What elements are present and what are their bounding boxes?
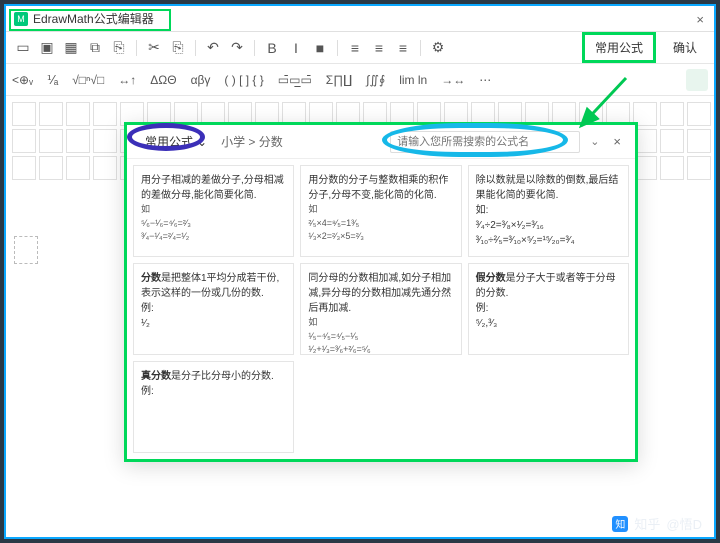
close-icon[interactable]: × [696, 12, 704, 27]
toolbar-btn-9[interactable]: B [261, 37, 283, 59]
symbol-group-2[interactable]: √□ⁿ√□ [72, 73, 104, 87]
template-cell[interactable] [12, 129, 36, 153]
toolbar-btn-14[interactable]: ≡ [392, 37, 414, 59]
symbol-group-11[interactable]: →↔ [441, 73, 465, 87]
formula-card-3[interactable]: 分数是把整体1平均分成若干份,表示这样的一份或几份的数.例: ¹⁄₂ [133, 263, 294, 355]
formula-card-1[interactable]: 用分数的分子与整数相乘的积作分子,分母不变,能化简的化简.如 ²⁄₅×4=⁸⁄₅… [300, 165, 461, 257]
toolbar-btn-13[interactable]: ≡ [368, 37, 390, 59]
template-cell[interactable] [39, 156, 63, 180]
template-cell[interactable] [66, 129, 90, 153]
search-input[interactable] [390, 131, 580, 153]
title-bar: M EdrawMath公式编辑器 × [6, 6, 714, 32]
formula-card-5[interactable]: 假分数是分子大于或者等于分母的分数.例: ⁵⁄₂,³⁄₃ [468, 263, 629, 355]
category-dropdown[interactable]: 常用公式 ⌄ [137, 130, 215, 153]
template-cell[interactable] [12, 156, 36, 180]
watermark-brand: 知乎 [634, 514, 660, 533]
app-logo-icon: M [14, 12, 28, 26]
symbol-group-7[interactable]: ▭̄▭̲▭̄ [278, 73, 312, 87]
symbol-group-10[interactable]: lim ln [399, 73, 427, 87]
symbol-group-4[interactable]: ΔΩΘ [150, 73, 176, 87]
template-cell[interactable] [687, 102, 711, 126]
popup-header: 常用公式 ⌄ 小学 > 分数 ⌄ × [127, 125, 635, 159]
search-area: ⌄ × [390, 131, 625, 153]
template-cell[interactable] [66, 156, 90, 180]
template-cell[interactable] [39, 129, 63, 153]
toolbar-btn-4[interactable]: ⎘ [108, 37, 130, 59]
symbol-group-9[interactable]: ∫∬∮ [366, 73, 385, 87]
template-cell[interactable] [93, 129, 117, 153]
watermark: 知 知乎 @悟D [612, 514, 702, 533]
template-cell[interactable] [66, 102, 90, 126]
toolbar-btn-15[interactable]: ⚙ [427, 37, 449, 59]
template-cell[interactable] [93, 156, 117, 180]
toolbar-btn-6[interactable]: ⎘ [167, 37, 189, 59]
toolbar-btn-5[interactable]: ✂ [143, 37, 165, 59]
template-cell[interactable] [687, 156, 711, 180]
main-toolbar: ▭▣▦⧉⎘✂⎘↶↷BI■≡≡≡⚙ 常用公式 确认 [6, 32, 714, 64]
formula-card-grid: 用分子相减的差做分子,分母相减的差做分母,能化简要化简.如 ⁵⁄₆−¹⁄₆=⁴⁄… [133, 165, 629, 453]
toolbar-btn-10[interactable]: I [285, 37, 307, 59]
zhihu-logo-icon: 知 [612, 516, 628, 532]
toolbar-btn-1[interactable]: ▣ [36, 37, 58, 59]
template-cell[interactable] [687, 129, 711, 153]
formula-popup: 常用公式 ⌄ 小学 > 分数 ⌄ × 用分子相减的差做分子,分母相减的差做分母,… [124, 122, 638, 462]
formula-card-4[interactable]: 同分母的分数相加减,如分子相加减,异分母的分数相加减先通分然后再加减.如 ¹⁄₅… [300, 263, 461, 355]
popup-body: 用分子相减的差做分子,分母相减的差做分母,能化简要化简.如 ⁵⁄₆−¹⁄₆=⁴⁄… [127, 159, 635, 459]
symbol-group-8[interactable]: Σ∏∐ [326, 73, 352, 87]
symbol-group-12[interactable]: ⋯ [479, 73, 491, 87]
symbol-group-5[interactable]: αβγ [191, 73, 211, 87]
expand-panel-icon[interactable] [686, 69, 708, 91]
dropdown-label: 常用公式 [145, 133, 193, 150]
toolbar-btn-8[interactable]: ↷ [226, 37, 248, 59]
formula-card-2[interactable]: 除以数就是以除数的倒数,最后结果能化简的要化简.如: ³⁄₄÷2=³⁄₈×¹⁄₂… [468, 165, 629, 257]
toolbar-btn-3[interactable]: ⧉ [84, 37, 106, 59]
symbol-group-6[interactable]: ( ) [ ] { } [224, 73, 263, 87]
breadcrumb: 小学 > 分数 [221, 133, 283, 150]
watermark-user: @悟D [666, 514, 702, 533]
popup-close-icon[interactable]: × [609, 134, 625, 149]
symbol-group-0[interactable]: <⊕ᵥ [12, 73, 33, 87]
chevron-down-icon: ⌄ [197, 135, 207, 149]
template-cell[interactable] [12, 102, 36, 126]
template-cell[interactable] [660, 129, 684, 153]
toolbar-btn-2[interactable]: ▦ [60, 37, 82, 59]
template-cell[interactable] [39, 102, 63, 126]
symbol-group-3[interactable]: ↔↑ [118, 73, 136, 87]
common-formula-button[interactable]: 常用公式 [582, 32, 656, 63]
symbol-toolbar: <⊕ᵥ ⅟ₐ √□ⁿ√□ ↔↑ ΔΩΘ αβγ ( ) [ ] { } ▭̄▭̲▭̄ Σ∏∐ ∫∬… [6, 64, 714, 96]
window-title: EdrawMath公式编辑器 [33, 10, 154, 27]
placeholder-box [14, 236, 38, 264]
toolbar-btn-0[interactable]: ▭ [12, 37, 34, 59]
toolbar-btn-7[interactable]: ↶ [202, 37, 224, 59]
toolbar-btn-11[interactable]: ■ [309, 37, 331, 59]
confirm-button[interactable]: 确认 [662, 34, 708, 61]
symbol-group-1[interactable]: ⅟ₐ [47, 73, 58, 87]
template-cell[interactable] [660, 156, 684, 180]
template-cell[interactable] [93, 102, 117, 126]
search-chevron-icon[interactable]: ⌄ [586, 135, 603, 148]
formula-card-6[interactable]: 真分数是分子比分母小的分数.例: [133, 361, 294, 453]
template-cell[interactable] [660, 102, 684, 126]
toolbar-btn-12[interactable]: ≡ [344, 37, 366, 59]
formula-card-0[interactable]: 用分子相减的差做分子,分母相减的差做分母,能化简要化简.如 ⁵⁄₆−¹⁄₆=⁴⁄… [133, 165, 294, 257]
